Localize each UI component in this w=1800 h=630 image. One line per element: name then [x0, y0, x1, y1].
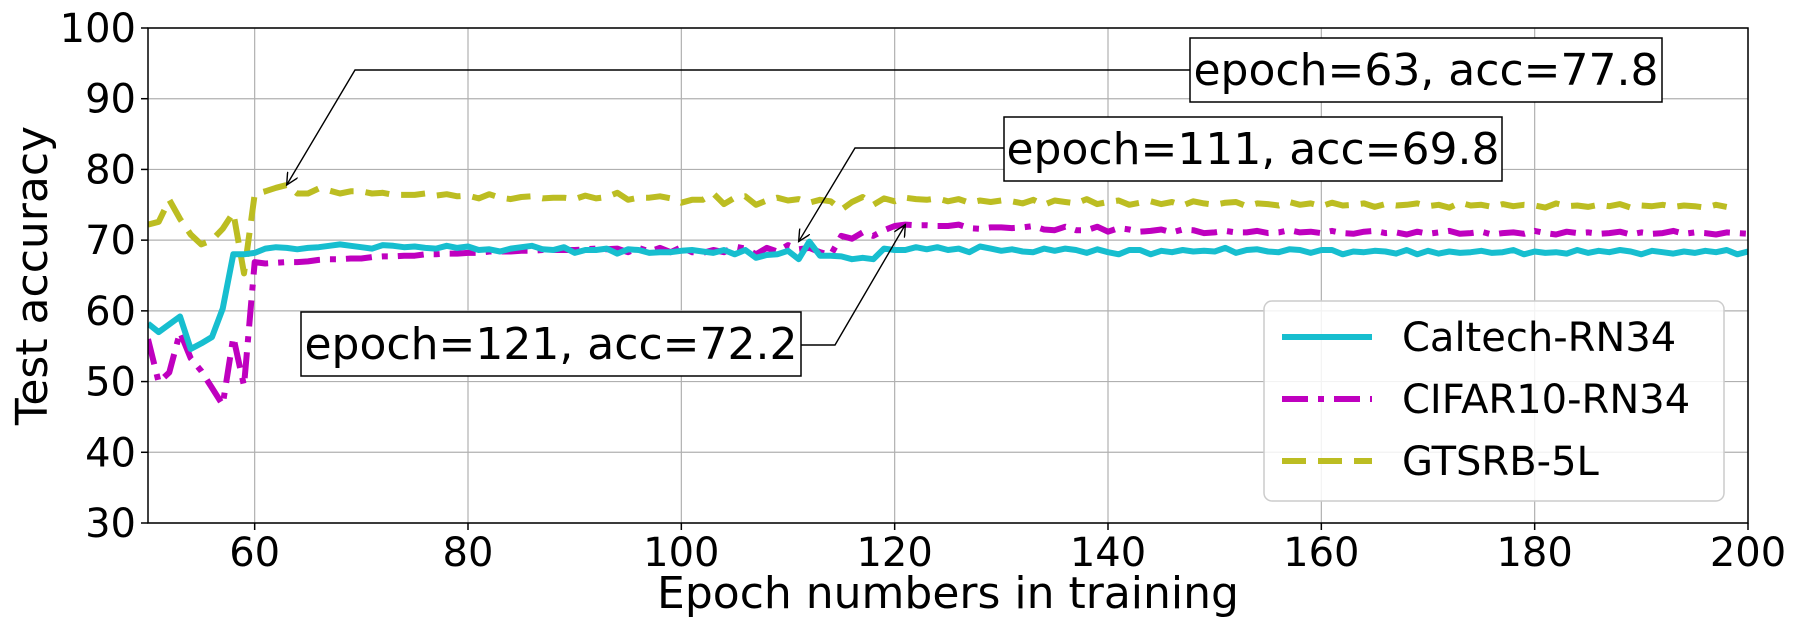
legend-label: Caltech-RN34 — [1402, 315, 1676, 361]
x-tick-label: 160 — [1283, 530, 1359, 576]
annotation-arrow — [287, 69, 1190, 185]
annotations: epoch=63, acc=77.8 epoch=111, acc=69.8 epo… — [287, 37, 1663, 377]
annotation-arrow — [799, 147, 1004, 242]
annotation-box — [300, 311, 802, 377]
x-axis-ticks: 60 80 100 120 140 160 180 200 — [229, 523, 1786, 576]
plot-frame — [147, 27, 1749, 524]
annotation-box — [1189, 37, 1663, 103]
y-tick-label: 80 — [85, 147, 136, 193]
series-line-caltech-rn34 — [148, 238, 1748, 352]
y-tick-label: 50 — [85, 360, 136, 406]
y-tick-label: 40 — [85, 430, 136, 476]
y-tick-label: 100 — [60, 6, 136, 52]
y-tick-label: 60 — [85, 289, 136, 335]
y-axis-ticks: 30 40 50 60 70 80 90 100 — [60, 6, 148, 547]
annotation-label: epoch=121, acc=72.2 — [304, 319, 797, 370]
x-tick-label: 200 — [1710, 530, 1786, 576]
annotation-label: epoch=111, acc=69.8 — [1006, 124, 1499, 175]
legend-label: CIFAR10-RN34 — [1402, 377, 1690, 423]
series-line-gtsrb-5l — [148, 182, 1728, 277]
annotation-box — [1003, 116, 1503, 182]
series-line-cifar10-rn34 — [148, 221, 1748, 408]
legend: Caltech-RN34 CIFAR10-RN34 GTSRB-5L — [1263, 300, 1725, 502]
annotation-label: epoch=63, acc=77.8 — [1193, 45, 1658, 96]
x-tick-label: 180 — [1496, 530, 1572, 576]
y-tick-label: 90 — [85, 77, 136, 123]
x-tick-label: 60 — [229, 530, 280, 576]
x-tick-label: 120 — [856, 530, 932, 576]
x-tick-label: 140 — [1070, 530, 1146, 576]
x-tick-label: 80 — [443, 530, 494, 576]
annotation-arrow — [801, 225, 905, 346]
y-axis-label: Test accuracy — [7, 126, 58, 426]
legend-box — [1263, 300, 1725, 502]
x-tick-label: 100 — [643, 530, 719, 576]
series-lines — [148, 182, 1748, 408]
y-tick-label: 70 — [85, 218, 136, 264]
y-tick-label: 30 — [85, 501, 136, 547]
legend-label: GTSRB-5L — [1402, 439, 1600, 485]
x-axis-label: Epoch numbers in training — [657, 568, 1239, 619]
